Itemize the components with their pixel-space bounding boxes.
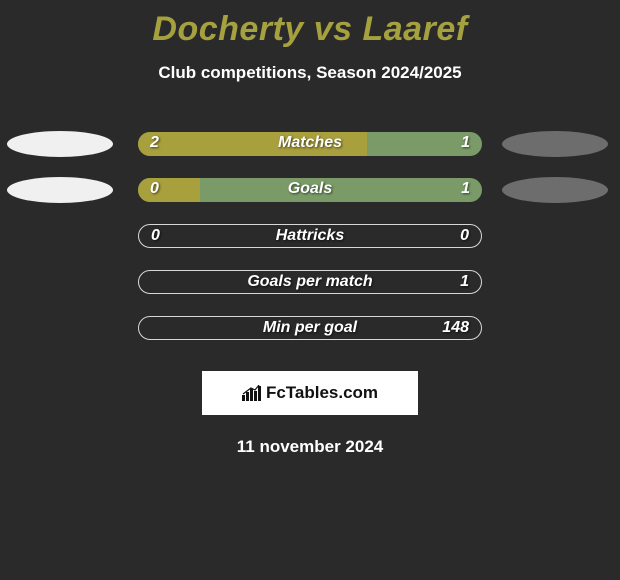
stat-bar: 0Hattricks0	[138, 224, 482, 248]
logo-box: FcTables.com	[202, 371, 418, 415]
stat-label: Goals per match	[139, 273, 481, 291]
player-right-ellipse	[502, 177, 608, 203]
player-left-ellipse	[7, 177, 113, 203]
stat-bar: Goals per match1	[138, 270, 482, 294]
stat-value-right: 0	[460, 227, 469, 245]
stat-label: Matches	[138, 134, 482, 152]
stat-label: Goals	[138, 180, 482, 198]
stat-row: 0Hattricks0	[0, 213, 620, 259]
page-title: Docherty vs Laaref	[0, 0, 620, 49]
logo: FcTables.com	[242, 383, 378, 403]
bar-chart-icon	[242, 385, 262, 401]
stat-value-right: 148	[442, 319, 469, 337]
stat-value-right: 1	[461, 134, 470, 152]
subtitle: Club competitions, Season 2024/2025	[0, 63, 620, 83]
stat-row: Goals per match1	[0, 259, 620, 305]
stat-label: Hattricks	[139, 227, 481, 245]
stat-row: 0Goals1	[0, 167, 620, 213]
date: 11 november 2024	[0, 437, 620, 457]
player-right-ellipse	[502, 131, 608, 157]
stat-row: Min per goal148	[0, 305, 620, 351]
stat-bar: 0Goals1	[138, 178, 482, 202]
stat-value-right: 1	[460, 273, 469, 291]
stat-label: Min per goal	[139, 319, 481, 337]
stat-value-right: 1	[461, 180, 470, 198]
player-left-ellipse	[7, 131, 113, 157]
stat-rows: 2Matches10Goals10Hattricks0Goals per mat…	[0, 121, 620, 351]
stat-bar: 2Matches1	[138, 132, 482, 156]
stat-row: 2Matches1	[0, 121, 620, 167]
logo-text: FcTables.com	[266, 383, 378, 403]
stat-bar: Min per goal148	[138, 316, 482, 340]
